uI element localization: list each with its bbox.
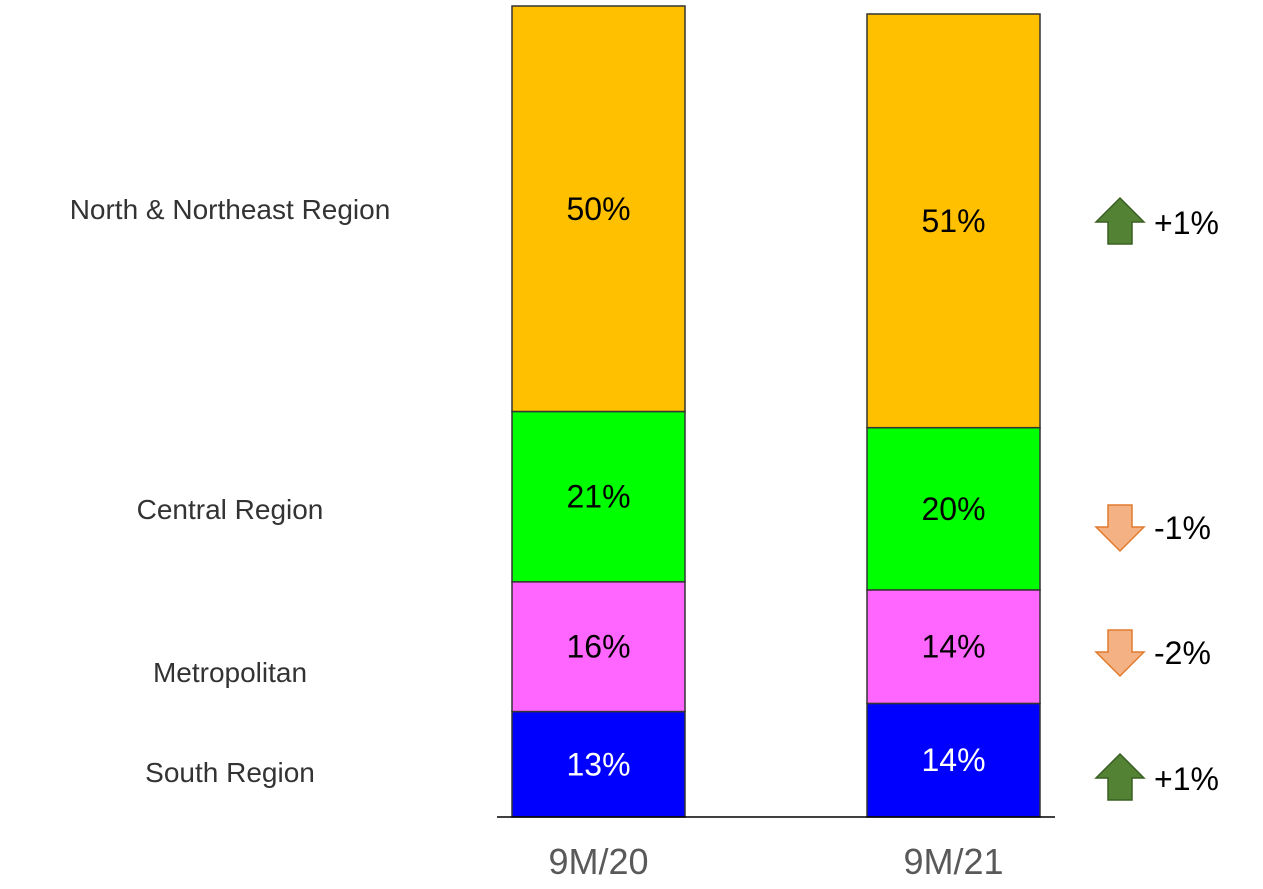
bar-segment xyxy=(511,710,686,818)
bar-segment xyxy=(866,13,1041,429)
bars-layer: 13% 16% 21% 50% 14% 14% 20% 51% xyxy=(511,5,1041,818)
arrow-up-icon xyxy=(1094,752,1146,801)
data-label: 51% xyxy=(921,203,985,239)
arrow-up-icon xyxy=(1094,196,1146,245)
series-label: South Region xyxy=(145,757,315,788)
change-label: -2% xyxy=(1154,635,1211,671)
series-label: Central Region xyxy=(137,494,324,525)
data-label: 21% xyxy=(566,479,630,515)
series-label: Metropolitan xyxy=(153,657,307,688)
change-label: -1% xyxy=(1154,510,1211,546)
bar-segment xyxy=(866,702,1041,818)
change-indicators: +1% -1% -2% +1% xyxy=(1094,196,1219,801)
category-labels: 9M/20 9M/21 xyxy=(548,841,1003,882)
arrow-down-icon xyxy=(1094,629,1146,678)
bar-segment xyxy=(866,589,1041,705)
data-label: 13% xyxy=(566,746,630,782)
series-label: North & Northeast Region xyxy=(70,194,391,225)
category-label: 9M/20 xyxy=(548,841,648,882)
data-label: 50% xyxy=(566,191,630,227)
change-label: +1% xyxy=(1154,761,1219,797)
arrow-down-icon xyxy=(1094,504,1146,553)
data-label: 14% xyxy=(921,629,985,665)
bar-segment xyxy=(866,426,1041,591)
category-label: 9M/21 xyxy=(903,841,1003,882)
data-label: 20% xyxy=(921,491,985,527)
change-label: +1% xyxy=(1154,205,1219,241)
data-label: 14% xyxy=(921,742,985,778)
series-labels: South Region Metropolitan Central Region No… xyxy=(70,194,391,788)
bar-segment xyxy=(511,581,686,713)
data-label: 16% xyxy=(566,629,630,665)
bar-segment xyxy=(511,5,686,413)
